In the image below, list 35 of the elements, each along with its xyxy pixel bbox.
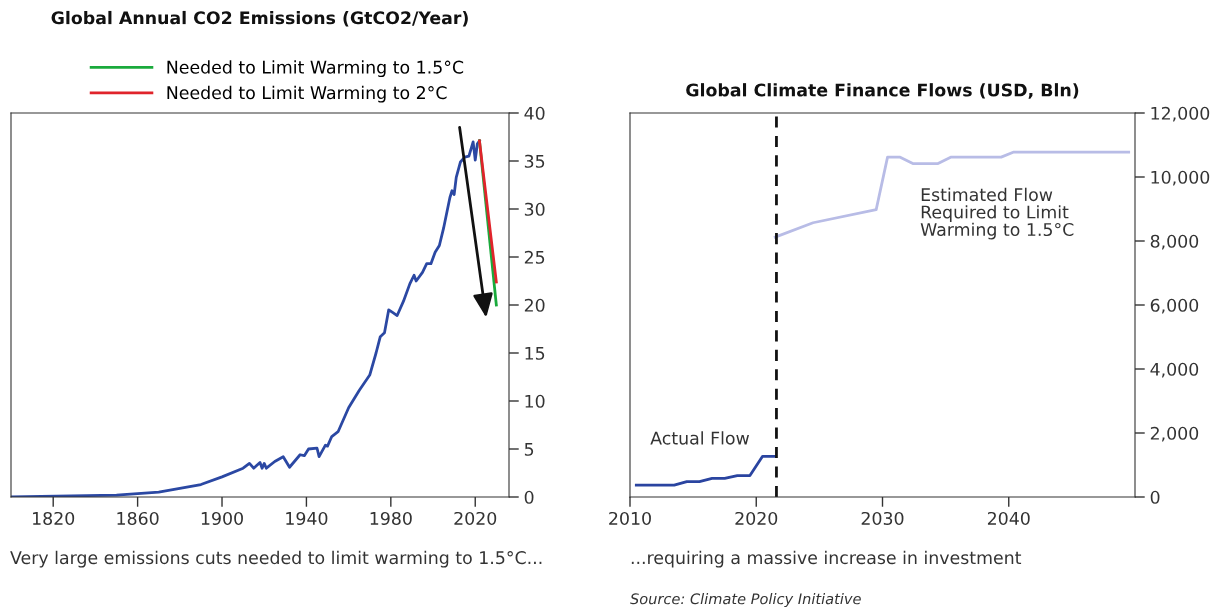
x-tick-label: 1820 (33, 511, 75, 526)
y-tick-label: 4,000 (1150, 362, 1199, 378)
x-tick-label: 1860 (117, 511, 159, 526)
y-tick-label: 10 (525, 394, 545, 408)
y-tick-label: 15 (525, 346, 545, 360)
y-tick-label: 40 (524, 106, 545, 120)
y-tick-label: 12,000 (1151, 106, 1210, 122)
text: Very large emissions cuts needed to limit warming to 1.5°C... (10, 550, 542, 568)
y-tick-label: 30 (524, 202, 545, 216)
x-tick-label: 1940 (286, 511, 328, 526)
y-tick-label: 35 (524, 154, 545, 168)
y-tick-label: 6,000 (1150, 298, 1199, 314)
y-tick-label: 2,000 (1150, 426, 1199, 442)
text: ...requiring a massive increase in investment (631, 550, 1022, 568)
y-tick-label: 5 (524, 442, 534, 456)
series-label: Estimated Flow Required to Limit Warming to 1.5°C (920, 187, 1074, 240)
x-tick-label: 2020 (454, 511, 497, 526)
y-tick-label: 20 (524, 298, 545, 312)
series-label: Actual Flow (650, 431, 750, 445)
x-tick-label: 2020 (735, 511, 778, 526)
y-tick-label: 0 (524, 490, 534, 504)
x-tick-label: 1980 (370, 511, 412, 526)
x-tick-label: 2030 (861, 511, 904, 526)
y-tick-label: 10,000 (1151, 170, 1210, 186)
x-tick-label: 2040 (987, 511, 1030, 526)
y-tick-label: 25 (524, 250, 545, 264)
chart-title: Global Climate Finance Flows (USD, Bln) (686, 83, 1079, 99)
y-tick-label: 8,000 (1150, 234, 1199, 250)
source-note: Source: Climate Policy Initiative (630, 593, 861, 608)
legend-label: Needed to Limit Warming to 1.5°C (167, 60, 464, 78)
chart-title: Global Annual CO2 Emissions (GtCO2/Year) (51, 10, 468, 27)
legend-label: Needed to Limit Warming to 2°C (167, 85, 447, 103)
x-tick-label: 2010 (609, 511, 651, 526)
x-tick-label: 1900 (201, 511, 243, 526)
y-tick-label: 0 (1150, 490, 1160, 504)
